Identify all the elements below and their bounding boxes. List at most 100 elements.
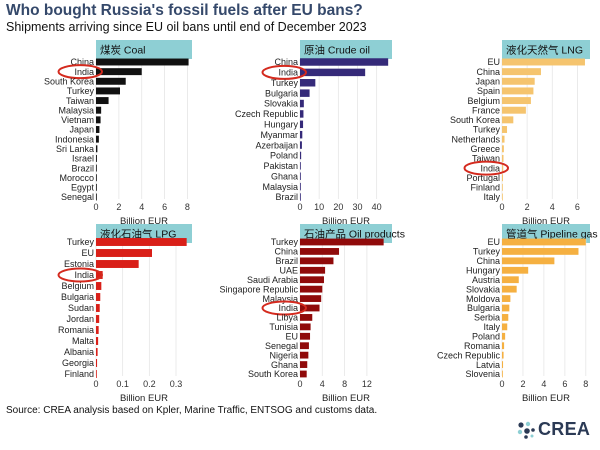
category-label-2-8: Netherlands <box>451 134 500 144</box>
category-label-4-10: EU <box>285 331 298 341</box>
category-label-2-12: Portugal <box>466 173 500 183</box>
bar-4-5 <box>300 285 323 293</box>
bar-2-2 <box>502 77 535 85</box>
bar-1-10 <box>300 162 301 170</box>
bar-1-3 <box>300 89 310 97</box>
category-label-5-14: Slovenia <box>465 369 500 379</box>
category-label-0-2: South Korea <box>44 76 94 86</box>
category-label-5-12: Czech Republic <box>437 350 501 360</box>
bar-0-13 <box>96 183 97 191</box>
category-label-4-14: South Korea <box>248 369 298 379</box>
bar-0-8 <box>96 135 99 143</box>
category-label-4-11: Senegal <box>265 341 298 351</box>
category-label-1-3: Bulgaria <box>265 88 298 98</box>
category-label-3-4: Belgium <box>61 281 94 291</box>
bar-2-3 <box>502 87 534 95</box>
category-label-4-5: Singapore Republic <box>219 284 298 294</box>
category-label-3-0: Turkey <box>67 237 95 247</box>
x-tick-label-0-2: 4 <box>139 202 144 212</box>
category-label-5-13: Latvia <box>476 360 500 370</box>
x-tick-label-2-2: 4 <box>550 202 555 212</box>
category-label-0-10: Israel <box>72 154 94 164</box>
category-label-0-7: Japan <box>69 125 94 135</box>
bar-0-9 <box>96 145 98 153</box>
bar-2-12 <box>502 174 504 182</box>
category-label-5-3: Hungary <box>466 265 501 275</box>
category-label-0-4: Taiwan <box>66 96 94 106</box>
x-tick-label-2-1: 2 <box>525 202 530 212</box>
category-label-2-11: India <box>480 163 500 173</box>
category-label-5-2: China <box>476 256 500 266</box>
x-tick-label-3-3: 0.3 <box>170 379 183 389</box>
bar-4-11 <box>300 342 309 350</box>
page-subtitle: Shipments arriving since EU oil bans unt… <box>6 20 367 34</box>
x-tick-label-0-1: 2 <box>116 202 121 212</box>
panel-title-1: 原油 Crude oil <box>304 44 370 57</box>
bar-1-0 <box>300 58 389 66</box>
x-tick-label-3-0: 0 <box>93 379 98 389</box>
panel-header-5 <box>502 224 590 243</box>
bar-1-12 <box>300 182 301 191</box>
bar-2-6 <box>502 116 514 124</box>
bar-1-9 <box>300 151 302 160</box>
bar-3-0 <box>96 238 187 246</box>
bar-5-13 <box>502 361 504 368</box>
bar-5-8 <box>502 314 509 321</box>
panel-header-1 <box>300 40 392 59</box>
category-label-1-11: Ghana <box>271 171 298 181</box>
bar-2-7 <box>502 126 508 133</box>
category-label-3-9: Malta <box>72 336 94 346</box>
category-label-5-4: Austria <box>472 275 500 285</box>
category-label-5-11: Romania <box>464 341 500 351</box>
india-highlight-ring-2 <box>463 160 509 176</box>
panel-header-2 <box>502 40 590 59</box>
category-label-5-0: EU <box>487 237 500 247</box>
x-tick-label-3-2: 0.2 <box>143 379 156 389</box>
category-label-0-8: Indonesia <box>55 134 94 144</box>
crea-logo-text: CREA <box>538 419 591 439</box>
category-label-1-8: Azerbaijan <box>255 140 298 150</box>
x-tick-label-5-1: 2 <box>520 379 525 389</box>
bar-0-4 <box>96 97 109 105</box>
category-label-1-13: Brazil <box>275 192 298 202</box>
category-label-1-4: Slovakia <box>264 99 298 109</box>
category-label-4-6: Malaysia <box>262 294 298 304</box>
x-tick-label-4-3: 12 <box>362 379 372 389</box>
category-label-1-2: Turkey <box>271 78 299 88</box>
bar-1-5 <box>300 110 304 118</box>
bar-4-7 <box>300 304 320 312</box>
bar-0-3 <box>96 87 120 95</box>
page-title: Who bought Russia's fossil fuels after E… <box>6 2 363 19</box>
category-label-4-13: Ghana <box>271 360 298 370</box>
category-label-0-11: Brazil <box>71 163 94 173</box>
bar-4-4 <box>300 276 324 284</box>
category-label-2-10: Taiwan <box>472 154 500 164</box>
bar-3-4 <box>96 282 102 290</box>
bar-4-12 <box>300 351 309 359</box>
bar-5-12 <box>502 351 504 359</box>
bar-2-10 <box>502 154 504 162</box>
category-label-0-13: Egypt <box>71 183 95 193</box>
bar-5-11 <box>502 342 505 350</box>
bar-2-13 <box>502 183 503 191</box>
bar-2-9 <box>502 145 504 153</box>
category-label-5-9: Italy <box>483 322 500 332</box>
x-tick-label-0-0: 0 <box>93 202 98 212</box>
category-label-4-2: Brazil <box>275 256 298 266</box>
panel-header-4 <box>300 224 392 243</box>
category-label-0-5: Malaysia <box>58 105 94 115</box>
bar-1-2 <box>300 79 316 87</box>
x-tick-label-5-3: 6 <box>562 379 567 389</box>
x-tick-label-2-0: 0 <box>499 202 504 212</box>
bar-1-6 <box>300 120 304 129</box>
bar-3-1 <box>96 249 152 257</box>
bar-5-5 <box>502 285 517 293</box>
india-highlight-ring-3 <box>57 267 103 283</box>
category-label-2-4: Belgium <box>467 96 500 106</box>
x-tick-label-1-0: 0 <box>297 202 302 212</box>
india-highlight-ring-4 <box>261 300 307 316</box>
category-label-4-9: Tunisia <box>269 322 298 332</box>
bar-5-10 <box>502 332 506 340</box>
x-tick-label-5-4: 8 <box>583 379 588 389</box>
